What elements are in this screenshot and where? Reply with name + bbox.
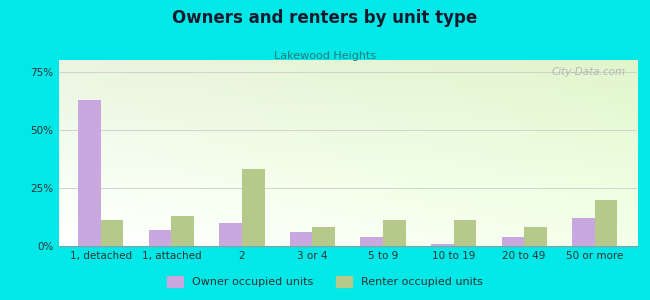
Bar: [524, 227, 547, 246]
Bar: [431, 244, 454, 246]
Bar: [454, 220, 476, 246]
Bar: [502, 237, 524, 246]
Bar: [383, 220, 406, 246]
Bar: [78, 100, 101, 246]
Text: City-Data.com: City-Data.com: [551, 68, 625, 77]
Text: Lakewood Heights: Lakewood Heights: [274, 51, 376, 61]
Bar: [361, 237, 383, 246]
Bar: [242, 169, 265, 246]
Bar: [290, 232, 313, 246]
Text: Owners and renters by unit type: Owners and renters by unit type: [172, 9, 478, 27]
Bar: [572, 218, 595, 246]
Bar: [595, 200, 618, 246]
Bar: [149, 230, 172, 246]
Bar: [172, 216, 194, 246]
Bar: [101, 220, 124, 246]
Bar: [219, 223, 242, 246]
Legend: Owner occupied units, Renter occupied units: Owner occupied units, Renter occupied un…: [162, 271, 488, 291]
Bar: [313, 227, 335, 246]
